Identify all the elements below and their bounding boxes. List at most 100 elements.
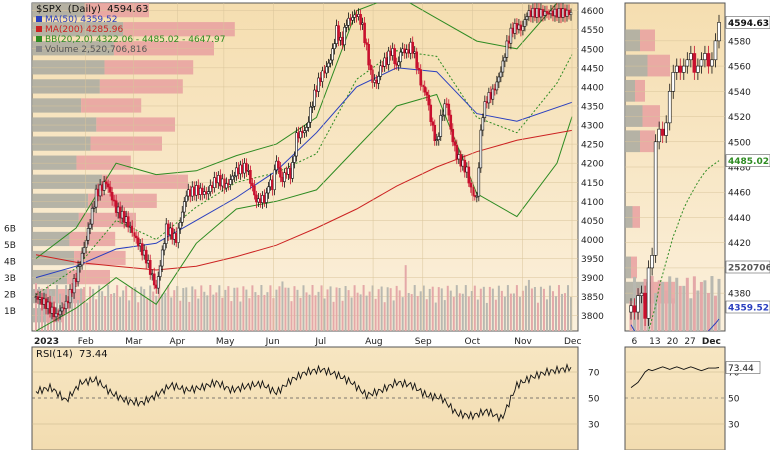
volume-bar — [353, 285, 356, 331]
candle-body — [42, 298, 46, 305]
candle-body — [565, 9, 569, 17]
zoom-bb-mid-tag-box — [725, 154, 770, 167]
candle-body — [118, 206, 122, 219]
candle-body — [124, 216, 128, 223]
zoom-volume-by-price-down-bar — [640, 29, 655, 52]
candle-body — [447, 103, 451, 116]
ma200-line — [35, 129, 573, 271]
zoom-candle-body — [703, 53, 707, 61]
zoom-candle-body — [629, 305, 633, 313]
candle-body — [405, 49, 408, 54]
volume-bar — [542, 288, 545, 331]
zoom-x-tick-label: 20 — [667, 337, 679, 347]
volume-bar — [290, 301, 293, 331]
legend-last-price: 4594.63 — [107, 4, 148, 15]
volume-bar — [365, 295, 368, 331]
candle-body — [365, 42, 368, 45]
candle-body — [389, 50, 392, 56]
volume-by-price-down-bar — [102, 174, 188, 189]
candle-body — [409, 41, 412, 54]
candle-body — [479, 129, 483, 169]
candle-body — [357, 14, 360, 17]
candle-body — [505, 40, 509, 58]
candle-body — [457, 154, 461, 160]
volume-by-price-up-bar — [32, 79, 100, 94]
volume-bar — [503, 296, 506, 331]
candle-body — [197, 185, 200, 195]
volume-bar — [539, 286, 542, 331]
candle-body — [140, 243, 144, 256]
price-tick-label: 4500 — [581, 45, 604, 55]
candle-body — [152, 273, 156, 286]
volume-bar — [173, 290, 176, 331]
zoom-rsi-panel — [624, 346, 726, 450]
volume-bar — [317, 291, 320, 331]
volume-bar — [404, 265, 407, 331]
candle-body — [104, 181, 108, 185]
candle-body — [277, 160, 280, 169]
candle-body — [507, 40, 511, 44]
volume-by-price-up-bar — [32, 136, 91, 151]
volume-bar — [434, 302, 437, 331]
volume-bar — [92, 288, 95, 331]
candle-body — [203, 191, 206, 195]
month-tick-label: Aug — [365, 337, 383, 347]
zoom-volume-by-price-up-bar — [625, 79, 635, 102]
price-tick-label: 4050 — [581, 217, 604, 227]
volume-bar — [104, 296, 107, 331]
volume-bar — [206, 295, 209, 331]
volume-by-price-up-bar — [32, 98, 82, 113]
zoom-volume-bar — [682, 285, 686, 331]
zoom-price-tick-label: 4500 — [728, 138, 751, 148]
volume-bar — [236, 287, 239, 331]
volume-by-price-down-bar — [76, 155, 131, 170]
candle-body — [411, 41, 415, 54]
volume-bar — [122, 290, 125, 331]
candle-body — [463, 159, 467, 173]
month-tick-label: Apr — [169, 337, 185, 347]
zoom-candle-body — [636, 295, 640, 313]
zoom-candle-body — [667, 91, 672, 124]
volume-bar — [335, 287, 338, 331]
candle-body — [74, 278, 78, 283]
volume-bar — [524, 285, 527, 331]
volume-bar — [299, 297, 302, 331]
zoom-volume-bar — [661, 281, 665, 331]
candle-body — [160, 249, 164, 267]
volume-tick-label: 4B — [4, 258, 16, 268]
volume-bar — [407, 292, 410, 331]
volume-bar — [458, 293, 461, 331]
volume-bar — [485, 302, 488, 331]
volume-bar — [302, 285, 305, 331]
candle-body — [241, 164, 244, 174]
candle-body — [94, 188, 98, 208]
candle-body — [395, 63, 398, 66]
candle-body — [569, 12, 573, 15]
volume-bar — [386, 287, 389, 331]
zoom-candle-body — [643, 292, 647, 319]
candle-body — [509, 27, 513, 44]
volume-by-price-up-bar — [32, 41, 114, 56]
volume-bar — [260, 285, 263, 331]
volume-bar — [242, 286, 245, 331]
candle-body — [319, 77, 322, 82]
candle-body — [36, 296, 40, 300]
rsi-line — [35, 362, 572, 423]
zoom-ma50-tag: 4359.52 — [728, 304, 769, 314]
candle-body — [541, 9, 545, 16]
volume-bar — [374, 298, 377, 331]
candle-body — [393, 48, 396, 65]
candle-body — [441, 114, 445, 117]
volume-bar — [77, 299, 80, 331]
volume-bar — [461, 293, 464, 331]
candle-body — [283, 172, 286, 182]
volume-bar — [446, 285, 449, 331]
zoom-candle-body — [671, 72, 676, 92]
zoom-volume-by-price-down-bar — [632, 206, 640, 228]
volume-bar — [380, 286, 383, 331]
candle-body — [237, 167, 240, 175]
candle-body — [369, 64, 372, 71]
zoom-x-tick-label: Dec — [702, 337, 721, 347]
volume-bar — [185, 287, 188, 331]
